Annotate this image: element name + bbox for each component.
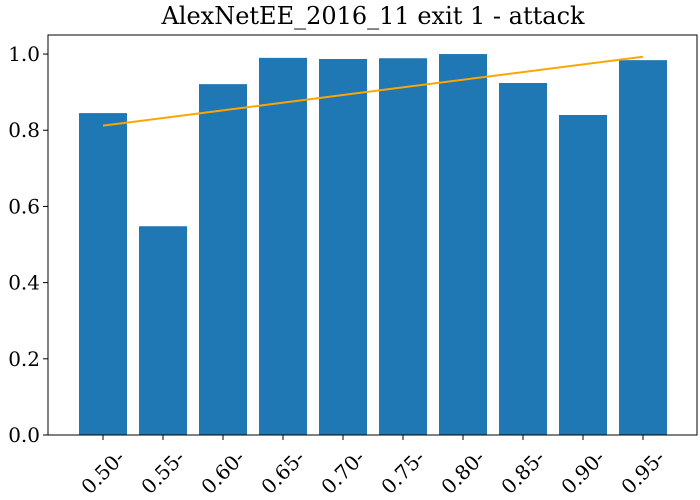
bar-065 — [259, 57, 307, 435]
bar-075 — [379, 58, 427, 435]
y-tick-label: 0.8 — [8, 118, 40, 142]
x-tick-label: 0.70- — [316, 446, 369, 499]
bar-055 — [139, 226, 187, 435]
bar-090 — [559, 115, 607, 435]
trend-layer — [102, 55, 644, 127]
y-tick-label: 0.4 — [8, 271, 40, 295]
x-tick-label: 0.55- — [136, 446, 189, 499]
x-tick-label: 0.60- — [196, 446, 249, 499]
bar-085 — [499, 83, 547, 435]
y-tick-label: 0.2 — [8, 347, 40, 371]
chart-title: AlexNetEE_2016_11 exit 1 - attack — [160, 2, 585, 30]
x-tick-label: 0.85- — [496, 446, 549, 499]
x-tick-label: 0.75- — [376, 446, 429, 499]
bar-095 — [619, 60, 667, 436]
x-tick-label: 0.80- — [436, 446, 489, 499]
y-tick-label: 1.0 — [8, 42, 40, 66]
x-tick-label: 0.50- — [76, 446, 129, 499]
bars-layer — [79, 54, 667, 436]
bar-080 — [439, 54, 487, 436]
bar-050 — [79, 113, 127, 435]
x-tick-label: 0.65- — [256, 446, 309, 499]
plot-frame — [47, 34, 698, 436]
bar-070 — [319, 59, 367, 435]
x-tick-label: 0.90- — [556, 446, 609, 499]
y-tick-label: 0.0 — [8, 423, 40, 447]
bar-060 — [199, 84, 247, 436]
x-tick-label: 0.95- — [616, 446, 669, 499]
y-tick-label: 0.6 — [8, 194, 40, 218]
trend-line — [102, 55, 644, 127]
